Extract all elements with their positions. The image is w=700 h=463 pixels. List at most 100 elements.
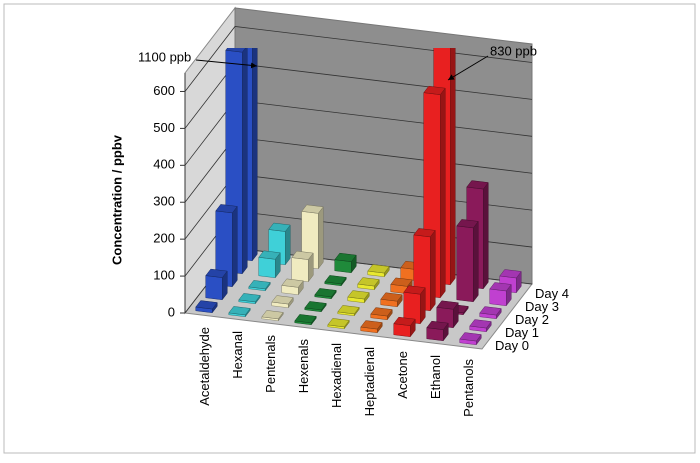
bar-top	[248, 280, 271, 290]
bar	[469, 319, 492, 333]
legend-label: Day 0	[495, 338, 529, 353]
legend-label: Day 4	[535, 286, 569, 301]
bar-top	[393, 316, 416, 326]
y-tick-label: 100	[153, 268, 175, 283]
y-tick-label: 600	[153, 83, 175, 98]
bar-top	[479, 306, 502, 316]
bar-side	[232, 205, 238, 288]
bar-top	[347, 290, 370, 300]
annotation-arrow	[447, 55, 489, 81]
annotation-arrow	[195, 59, 258, 69]
bar-top	[380, 292, 403, 302]
bar	[248, 280, 271, 292]
bar-side	[430, 229, 436, 312]
bar	[459, 332, 482, 346]
bar	[360, 320, 383, 334]
x-tick-label: Pentanols	[461, 359, 476, 417]
bar-top	[367, 264, 390, 274]
bar	[367, 264, 390, 278]
bar	[291, 250, 314, 283]
bar-side	[440, 87, 446, 299]
bar-top	[360, 320, 383, 330]
grid-line	[184, 26, 533, 92]
bar	[195, 300, 218, 314]
bar-front	[456, 225, 474, 303]
bar-top	[370, 307, 393, 317]
bar	[314, 288, 337, 300]
bar-top	[294, 314, 317, 324]
x-tick-label: Pentenals	[263, 335, 278, 393]
bar-top	[327, 318, 350, 328]
bar-top	[258, 250, 281, 260]
x-tick-label: Hexadienal	[329, 343, 344, 408]
bar	[436, 300, 459, 329]
y-tick-label: 200	[153, 231, 175, 246]
bar-front	[334, 259, 352, 274]
bar-top	[314, 288, 337, 298]
bar	[489, 282, 512, 307]
bar-front	[291, 257, 309, 283]
bar-top	[426, 320, 449, 330]
bar-top	[238, 293, 261, 303]
bar-front	[393, 323, 411, 338]
bar-top	[261, 310, 284, 320]
legend-label: Day 1	[505, 325, 539, 340]
bar-top	[456, 219, 479, 229]
bar	[380, 292, 403, 308]
x-tick-label: Hexenals	[296, 339, 311, 394]
bar-top	[195, 300, 218, 310]
bar-top	[225, 48, 246, 53]
bar-top	[489, 282, 512, 292]
bar	[334, 252, 357, 274]
bar-top	[205, 268, 228, 278]
bar-top	[337, 305, 360, 315]
bar-top	[357, 277, 380, 287]
bar	[324, 275, 347, 287]
annotation: 830 ppb	[490, 43, 537, 58]
bar-top	[271, 295, 294, 305]
bar-top	[228, 306, 251, 316]
bar-top	[304, 301, 327, 311]
bar	[357, 277, 380, 291]
bar-front	[258, 257, 276, 279]
bar-top	[268, 222, 291, 232]
y-axis-label: Concentration / ppbv	[109, 134, 124, 265]
bar	[294, 314, 317, 326]
bar-top	[413, 228, 436, 238]
bar-top	[459, 332, 482, 342]
bar	[403, 285, 426, 325]
bar	[271, 295, 294, 309]
bar-side	[318, 206, 324, 270]
bar-top	[469, 319, 492, 329]
y-tick-label: 0	[168, 304, 175, 319]
y-tick-label: 500	[153, 120, 175, 135]
bar-top	[291, 250, 314, 260]
bar-top	[403, 285, 426, 295]
annotation: 1100 ppb	[138, 49, 191, 64]
bar-top	[436, 300, 459, 310]
y-tick-label: 300	[153, 194, 175, 209]
bar	[347, 290, 370, 304]
bar	[370, 307, 393, 321]
bar-top	[301, 204, 324, 214]
bar	[261, 310, 284, 322]
bar	[215, 204, 238, 288]
bar	[393, 316, 416, 338]
bar-side	[450, 48, 456, 286]
x-tick-label: Heptadienal	[362, 347, 377, 416]
bar	[304, 301, 327, 313]
bar-top	[390, 277, 413, 287]
bar	[479, 306, 502, 320]
x-tick-label: Acetaldehyde	[197, 327, 212, 406]
x-tick-label: Ethanol	[428, 355, 443, 399]
bar-top	[466, 180, 489, 190]
bar-top	[499, 269, 522, 279]
x-tick-label: Hexanal	[230, 331, 245, 379]
bar-side	[252, 48, 258, 262]
bar-top	[281, 278, 304, 288]
bar	[456, 219, 479, 303]
bar-side	[473, 220, 479, 303]
bar	[205, 268, 228, 301]
bar-front	[489, 288, 507, 307]
